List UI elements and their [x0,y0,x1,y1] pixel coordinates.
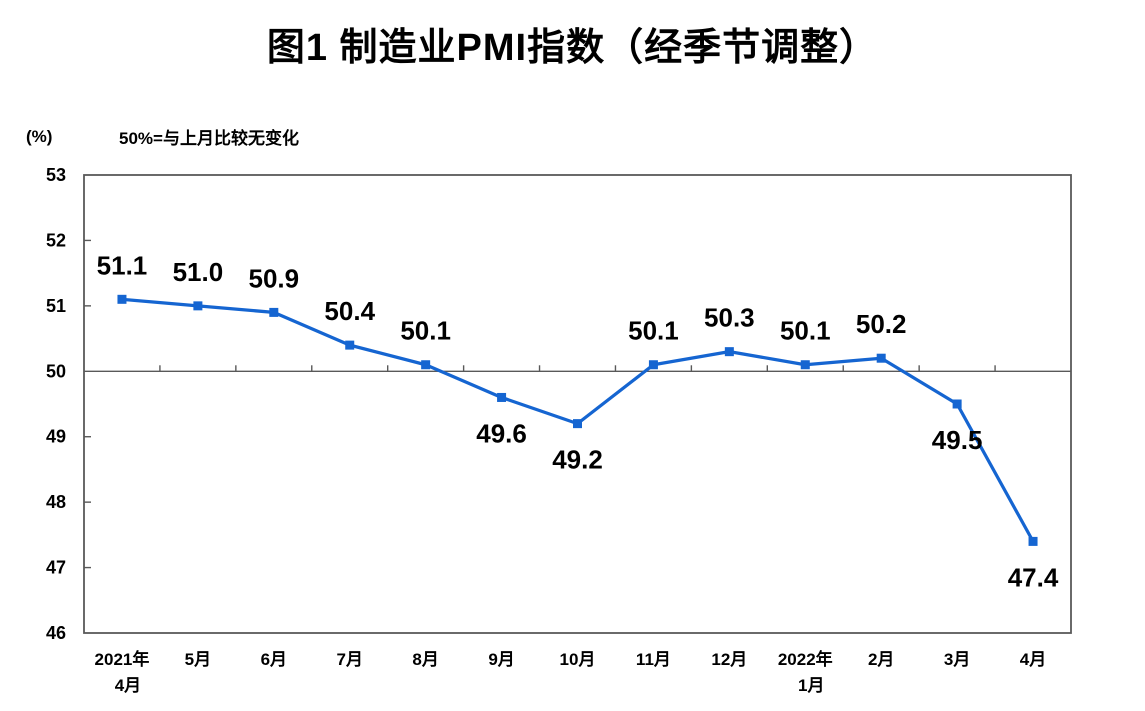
y-tick-label: 52 [46,230,66,250]
x-tick-label: 10月 [560,650,596,669]
data-point-marker [117,294,127,304]
data-point-label: 50.1 [400,316,451,346]
data-point-marker [800,360,810,370]
data-point-marker [648,360,658,370]
data-point-label: 50.2 [856,309,907,339]
data-point-marker [876,353,886,363]
x-tick-label: 7月 [336,650,362,669]
chart-title: 图1 制造业PMI指数（经季节调整） [266,27,879,69]
data-point-label: 50.3 [704,303,755,333]
data-point-label: 50.1 [780,316,831,346]
x-tick-label: 2022年 1月 [778,649,833,695]
data-point-label: 50.4 [324,296,375,326]
x-tick-label: 11月 [636,650,671,669]
data-point-label: 47.4 [1008,562,1059,592]
data-point-marker [269,307,279,317]
plot-border [83,174,1072,634]
x-tick-label: 9月 [488,650,514,669]
x-tick-label: 4月 [1020,650,1046,669]
y-tick-label: 47 [46,558,66,578]
data-point-label: 49.6 [476,418,527,448]
data-point-marker [573,419,582,429]
x-tick-label: 3月 [944,650,970,669]
data-point-marker [724,347,734,357]
x-tick-label: 2月 [868,650,894,669]
y-tick-label: 49 [46,427,66,447]
reference-note: 50%=与上月比较无变化 [119,129,299,148]
y-tick-label: 46 [46,623,66,643]
data-point-label: 50.9 [249,263,300,293]
x-tick-label: 8月 [412,650,438,669]
x-tick-label: 2021年 4月 [95,649,150,695]
data-point-label: 51.0 [173,257,224,287]
data-point-marker [952,399,962,409]
data-point-label: 49.5 [932,425,983,455]
data-point-marker [193,301,203,311]
y-tick-label: 50 [46,361,66,381]
data-point-label: 50.1 [628,316,679,346]
x-tick-label: 6月 [261,650,287,669]
data-point-marker [1028,536,1038,546]
x-tick-label: 12月 [711,650,747,669]
data-point-marker [345,340,355,350]
data-point-label: 51.1 [97,250,148,280]
data-point-marker [497,392,507,402]
data-point-label: 49.2 [552,445,603,475]
y-tick-label: 51 [46,296,66,316]
y-axis-unit-label: (%) [26,127,53,146]
x-tick-label: 5月 [185,650,211,669]
y-tick-label: 48 [46,492,66,512]
data-point-marker [421,360,431,370]
y-tick-label: 53 [46,165,66,185]
